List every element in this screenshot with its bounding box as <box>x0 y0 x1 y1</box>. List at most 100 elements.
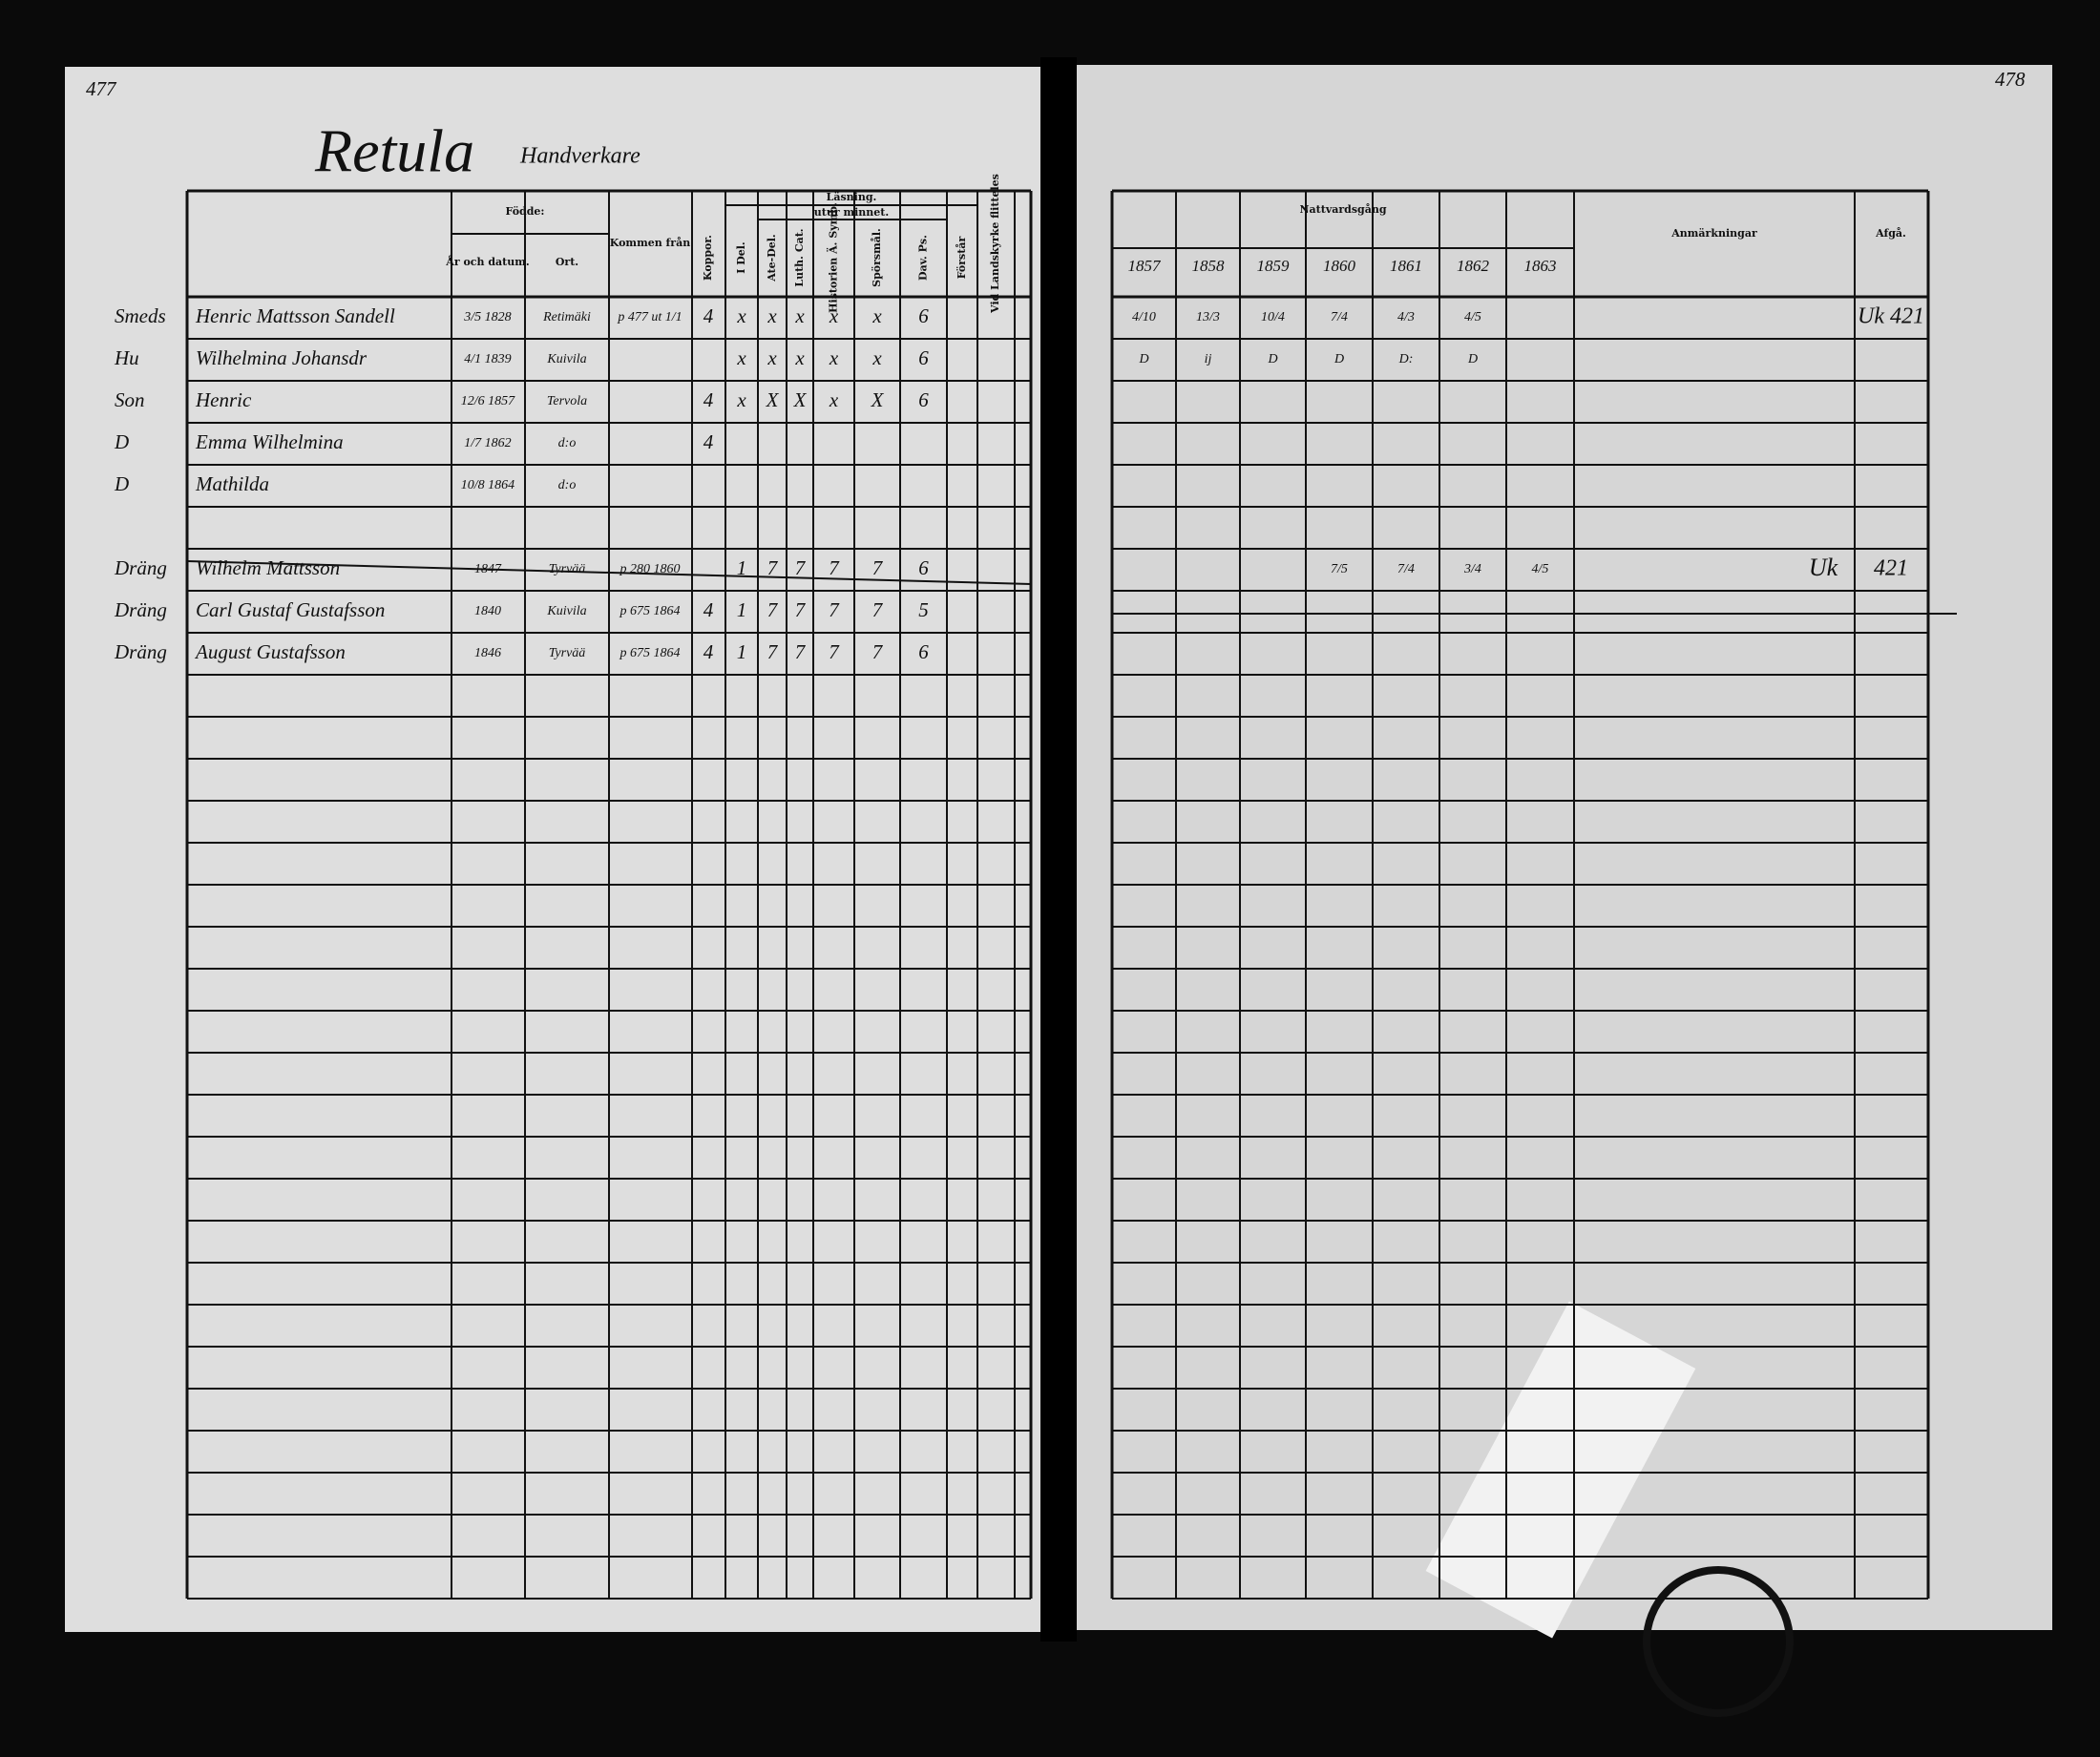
birth-place: Kuivila <box>546 352 586 366</box>
reading-mark: x <box>736 346 746 369</box>
column-header: Spörsmål. <box>871 228 883 287</box>
birth-date: 1846 <box>474 646 501 660</box>
name: Mathilda <box>195 472 269 495</box>
column-header: Kommen från <box>610 237 690 249</box>
name: Henric Mattsson Sandell <box>195 304 395 327</box>
role: Dräng <box>114 598 167 621</box>
reading-mark: x <box>829 388 839 411</box>
reading-mark: x <box>766 304 777 327</box>
year-header: 1857 <box>1128 257 1163 275</box>
year-header: 1861 <box>1390 257 1422 275</box>
birth-place: Tyrvää <box>549 562 586 576</box>
reading-mark: X <box>766 388 780 411</box>
birth-date: 3/5 1828 <box>463 310 511 324</box>
reading-mark: 6 <box>918 346 929 369</box>
reading-mark: x <box>736 388 746 411</box>
reading-mark: 7 <box>795 556 807 579</box>
communion-date: D <box>1334 352 1344 366</box>
reading-mark: x <box>794 346 805 369</box>
remark: Uk <box>1809 554 1838 581</box>
reading-mark: 7 <box>829 640 840 663</box>
column-header: Luth. Cat. <box>793 228 806 286</box>
departure: Uk 421 <box>1858 304 1924 329</box>
came-from: p 675 1864 <box>620 646 681 660</box>
communion-date: 4/10 <box>1132 310 1156 324</box>
communion-date: D <box>1267 352 1277 366</box>
role: D <box>114 430 129 453</box>
communion-date: 10/4 <box>1261 310 1285 324</box>
reading-mark: x <box>794 304 805 327</box>
communion-date: 7/5 <box>1331 562 1348 576</box>
reading-mark: 7 <box>795 598 807 621</box>
reading-mark: 7 <box>767 556 779 579</box>
birth-place: Kuivila <box>546 604 586 618</box>
name: August Gustafsson <box>194 640 346 663</box>
reading-mark: 7 <box>872 640 884 663</box>
reading-mark: x <box>766 346 777 369</box>
name: Carl Gustaf Gustafsson <box>196 598 385 621</box>
reading-mark: 6 <box>918 388 929 411</box>
reading-mark: 7 <box>872 556 884 579</box>
birth-date: 12/6 1857 <box>461 394 515 408</box>
communion-date: D <box>1467 352 1478 366</box>
farm-subtitle: Handverkare <box>519 144 640 169</box>
communion-date: ij <box>1205 352 1212 366</box>
role: Dräng <box>114 556 167 579</box>
communion-date: D: <box>1398 352 1414 366</box>
column-header: Dav. Ps. <box>917 235 930 281</box>
reading-mark: 7 <box>767 598 779 621</box>
column-header: Koppor. <box>702 235 714 281</box>
column-header: Anmärkningar <box>1670 227 1757 240</box>
smallpox: 4 <box>704 430 714 453</box>
reading-mark: 7 <box>767 640 779 663</box>
reading-mark: 6 <box>918 640 929 663</box>
year-header: 1863 <box>1524 257 1557 275</box>
birth-place: Retimäki <box>542 310 591 324</box>
archive-stamp <box>1643 1566 1794 1717</box>
reading-mark: X <box>793 388 808 411</box>
reading-mark: 7 <box>795 640 807 663</box>
departure: 421 <box>1874 556 1908 581</box>
reading-mark: 1 <box>737 556 747 579</box>
reading-mark: x <box>829 346 839 369</box>
birth-place: Tyrvää <box>549 646 586 660</box>
page-number: 477 <box>86 77 117 100</box>
reading-mark: x <box>872 304 882 327</box>
page-number: 478 <box>1995 68 2026 91</box>
smallpox: 4 <box>704 304 714 327</box>
column-header: År och datum. <box>445 255 529 268</box>
communion-date: 7/4 <box>1331 310 1348 324</box>
left-page <box>65 67 1040 1632</box>
reading-mark: 5 <box>918 598 929 621</box>
year-header: 1859 <box>1257 257 1291 275</box>
column-header: Ort. <box>556 256 578 268</box>
came-from: p 675 1864 <box>620 604 681 618</box>
name: Emma Wilhelmina <box>195 430 344 453</box>
paper-slip <box>1425 1301 1696 1639</box>
reading-mark: 1 <box>737 598 747 621</box>
gutter <box>1040 57 1077 1642</box>
column-header: utur minnet. <box>814 206 889 219</box>
column-header: Vid Landskyrke flitteles <box>989 174 1001 314</box>
birth-place: d:o <box>558 478 577 492</box>
year-header: 1858 <box>1192 257 1226 275</box>
birth-date: 4/1 1839 <box>464 352 511 366</box>
reading-mark: 7 <box>872 598 884 621</box>
birth-place: Tervola <box>547 394 587 408</box>
communion-date: 4/5 <box>1532 562 1549 576</box>
communion-date: 13/3 <box>1196 310 1220 324</box>
column-header: Nattvardsgång <box>1299 203 1386 216</box>
role: Hu <box>114 346 139 369</box>
column-header: Förstår <box>956 237 968 280</box>
name: Henric <box>195 388 252 411</box>
communion-date: D <box>1138 352 1148 366</box>
reading-mark: 1 <box>737 640 747 663</box>
birth-date: 10/8 1864 <box>461 478 514 492</box>
communion-date: 4/3 <box>1397 310 1415 324</box>
role: Dräng <box>114 640 167 663</box>
year-header: 1860 <box>1323 257 1356 275</box>
column-header: Historien Ä. Symb. <box>827 202 840 313</box>
column-header: Födde: <box>506 205 545 218</box>
